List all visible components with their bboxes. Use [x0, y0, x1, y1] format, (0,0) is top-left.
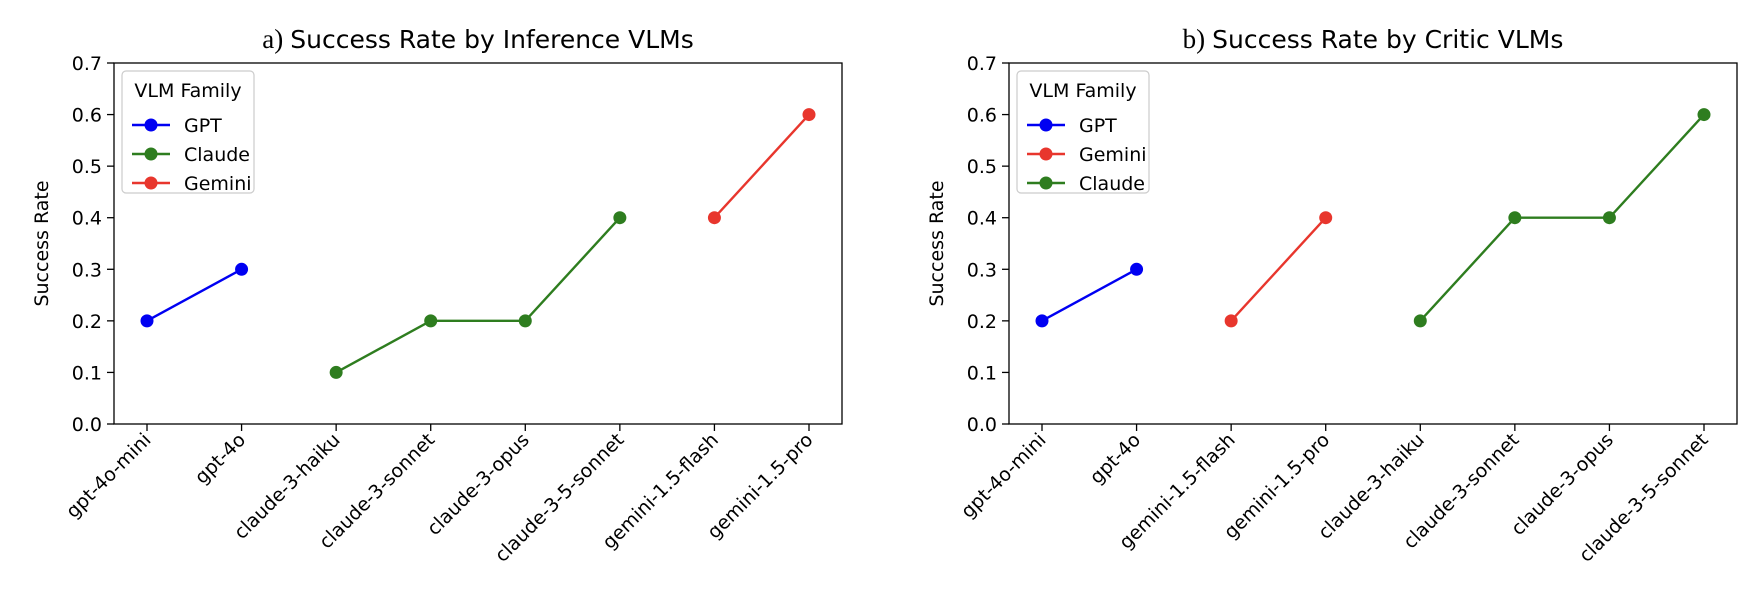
data-point	[1697, 108, 1711, 122]
data-point	[1602, 211, 1616, 225]
x-tick-label: gpt-4o-mini	[957, 429, 1051, 523]
y-axis-label: Success Rate	[926, 180, 948, 306]
chart-title: b) Success Rate by Critic VLMs	[1183, 24, 1564, 54]
series-gemini	[707, 108, 816, 225]
y-tick-label: 0.3	[72, 259, 102, 281]
series-claude	[329, 211, 627, 379]
data-point	[1508, 211, 1522, 225]
series-line	[335, 216, 621, 374]
data-point	[1413, 314, 1427, 328]
data-point	[518, 314, 532, 328]
series-line	[1419, 113, 1705, 322]
series-claude	[1413, 108, 1711, 328]
y-tick-label: 0.2	[72, 311, 102, 333]
legend-swatch-marker	[144, 147, 158, 161]
y-tick-label: 0.1	[967, 362, 997, 384]
legend-entry-label: Gemini	[1079, 144, 1147, 166]
y-axis-label: Success Rate	[31, 180, 53, 306]
y-tick-label: 0.7	[967, 53, 997, 75]
plot-frame	[1008, 62, 1738, 425]
y-tick-label: 0.0	[967, 414, 997, 436]
chart-title-prefix: a)	[262, 24, 283, 54]
data-point	[329, 365, 343, 379]
chart-title: a) Success Rate by Inference VLMs	[262, 24, 694, 54]
y-tick-label: 0.4	[72, 208, 102, 230]
legend-entry-label: GPT	[1079, 115, 1117, 137]
x-tick-label: gpt-4o	[1086, 429, 1145, 488]
y-tick-label: 0.7	[72, 53, 102, 75]
series-gpt	[140, 262, 249, 328]
data-point	[707, 211, 721, 225]
legend-swatch-marker	[144, 118, 158, 132]
data-point	[424, 314, 438, 328]
data-point	[140, 314, 154, 328]
data-point	[235, 262, 249, 276]
y-tick-label: 0.5	[72, 156, 102, 178]
x-tick-label: gpt-4o-mini	[62, 429, 156, 523]
legend-swatch-marker	[1039, 118, 1053, 132]
data-point	[1035, 314, 1049, 328]
legend-title: VLM Family	[1029, 80, 1136, 102]
legend-entry-label: Claude	[184, 144, 250, 166]
series-line	[713, 113, 810, 219]
panel-b: b) Success Rate by Critic VLMs 0.0 0.1 0.2 0.…	[926, 24, 1738, 567]
y-tick-label: 0.5	[967, 156, 997, 178]
legend: VLM Family GPT Claude Gemini	[121, 70, 255, 195]
data-point	[1319, 211, 1333, 225]
legend-swatch-marker	[144, 176, 158, 190]
legend: VLM Family GPT Gemini Claude	[1016, 70, 1150, 195]
plot-frame	[113, 62, 843, 425]
legend-swatch-marker	[1039, 147, 1053, 161]
series-line	[146, 268, 243, 322]
chart-title-prefix: b)	[1183, 24, 1206, 54]
data-point	[802, 108, 816, 122]
y-tick-label: 0.6	[72, 105, 102, 127]
legend-box	[1016, 70, 1150, 194]
legend-swatch-marker	[1039, 176, 1053, 190]
series-gpt	[1035, 262, 1144, 328]
y-tick-label: 0.0	[72, 414, 102, 436]
data-point	[613, 211, 627, 225]
y-tick-label: 0.2	[967, 311, 997, 333]
data-point	[1130, 262, 1144, 276]
panel-a: a) Success Rate by Inference VLMs 0.0 0.1 0.…	[31, 24, 843, 567]
legend-box	[121, 70, 255, 194]
series-gemini	[1224, 211, 1333, 328]
data-point	[1224, 314, 1238, 328]
legend-title: VLM Family	[134, 80, 241, 102]
x-tick-label: gpt-4o	[191, 429, 250, 488]
y-tick-label: 0.6	[967, 105, 997, 127]
y-tick-label: 0.3	[967, 259, 997, 281]
series-line	[1041, 268, 1138, 322]
legend-entry-label: Claude	[1079, 173, 1145, 195]
y-tick-label: 0.4	[967, 208, 997, 230]
series-line	[1230, 216, 1327, 322]
chart-title-text: Success Rate by Critic VLMs	[1212, 25, 1563, 54]
y-tick-label: 0.1	[72, 362, 102, 384]
legend-entry-label: Gemini	[184, 173, 252, 195]
legend-entry-label: GPT	[184, 115, 222, 137]
chart-title-text: Success Rate by Inference VLMs	[290, 25, 694, 54]
